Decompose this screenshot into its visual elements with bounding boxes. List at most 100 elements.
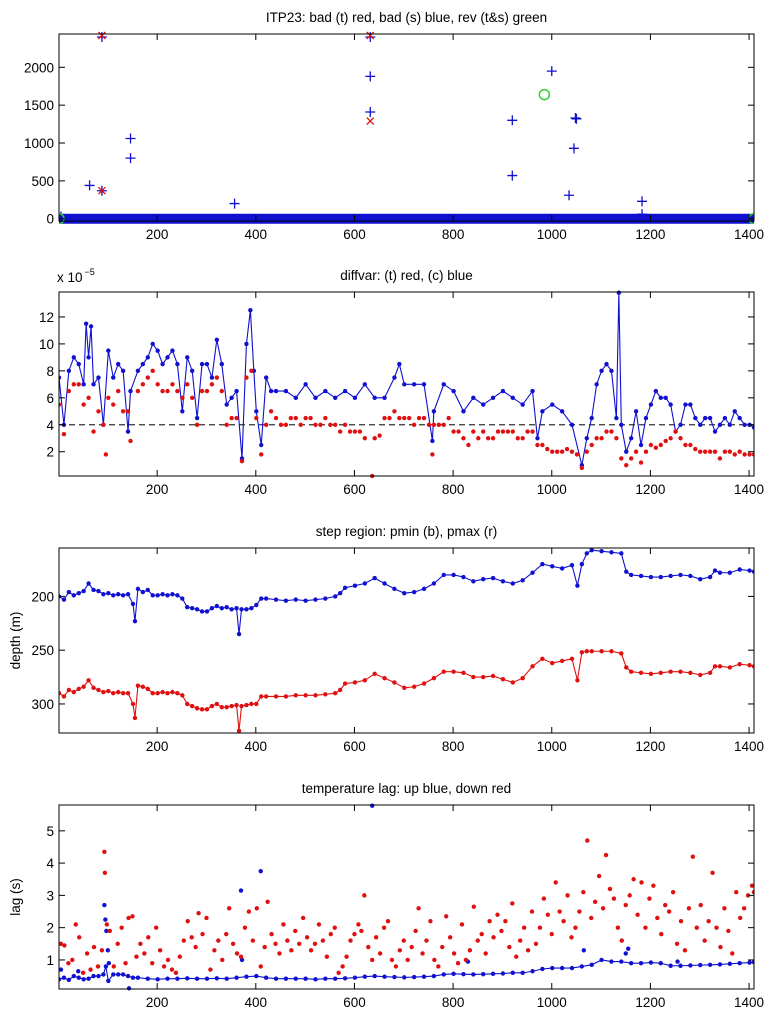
data-point-up [392, 974, 397, 980]
data-point-down [737, 915, 743, 921]
data-point-c [150, 341, 155, 347]
data-point-down [73, 922, 78, 927]
data-point-pmin [372, 575, 377, 581]
data-point-t [103, 452, 109, 457]
data-point-down [436, 964, 441, 969]
data-point-t [333, 422, 338, 427]
data-point-down [553, 880, 558, 885]
data-point-pmax [575, 678, 580, 683]
data-point-t [421, 415, 427, 421]
data-point-down [150, 960, 155, 966]
data-point-pmin [751, 569, 754, 574]
data-point-up [372, 973, 377, 979]
bad-s-marker [564, 190, 575, 201]
data-point-t [554, 449, 560, 454]
data-point-down [619, 938, 625, 943]
data-point-down [212, 948, 217, 953]
chart-title: temperature lag: up blue, down red [302, 781, 511, 796]
data-point-down [615, 925, 621, 930]
data-point-t [234, 415, 239, 421]
data-point-c [313, 395, 318, 401]
data-point-c [128, 388, 133, 394]
data-point-down [706, 919, 711, 924]
bad-s-marker [571, 113, 582, 124]
data-point-pmax [747, 663, 752, 668]
data-point-pmin [106, 590, 111, 596]
data-point-t [500, 429, 506, 434]
x-tick-label: 200 [146, 739, 169, 754]
data-point-down [377, 951, 383, 956]
data-point-down [250, 938, 256, 943]
data-point-down [356, 922, 361, 927]
data-point-pmin [259, 596, 264, 601]
data-point-down [265, 899, 270, 905]
data-point-t [347, 429, 353, 434]
data-point-pmax [352, 680, 358, 685]
data-point-down [173, 970, 179, 976]
data-point-down [424, 938, 429, 943]
data-point-down [230, 941, 236, 947]
data-point-pmax [372, 671, 377, 677]
series-line-pmin [59, 549, 754, 635]
data-point-down [444, 914, 449, 919]
data-point-c [742, 422, 747, 427]
data-point-pmin [224, 604, 229, 610]
data-point-t [648, 442, 654, 448]
data-point-down [451, 951, 457, 956]
data-point-pmin [234, 606, 239, 611]
data-point-pmax [135, 683, 141, 688]
data-point-pmin [362, 581, 368, 586]
data-point-c [293, 395, 298, 401]
data-point-down [146, 935, 151, 940]
data-point-up [698, 962, 703, 968]
data-point-up [579, 964, 585, 969]
data-point-t [165, 388, 170, 394]
data-point-c [668, 402, 673, 407]
data-point-t [189, 395, 195, 401]
data-point-up [540, 966, 545, 972]
data-point-down [238, 954, 244, 959]
data-point-pmax [550, 660, 555, 666]
data-point-c [185, 355, 190, 360]
data-point-pmax [382, 675, 387, 681]
data-point-up [727, 961, 733, 967]
data-point-c [633, 409, 639, 414]
data-point-t [540, 442, 545, 448]
data-point-c [698, 422, 703, 427]
data-point-c [471, 395, 476, 401]
data-point-down [344, 954, 349, 959]
data-point-down [596, 873, 602, 879]
data-point-c [688, 402, 693, 407]
x-tick-label: 1200 [635, 995, 665, 1010]
data-point-up [431, 973, 437, 979]
data-point-down [352, 931, 357, 937]
data-point-pmax [59, 691, 62, 696]
data-point-up [130, 975, 136, 980]
data-point-pmin [249, 606, 254, 611]
data-point-t [81, 402, 86, 407]
data-point-pmax [234, 702, 239, 708]
data-point-up_outliers [76, 969, 81, 974]
data-point-pmin [125, 592, 131, 597]
data-point-pmin [461, 574, 466, 580]
data-point-t [115, 388, 121, 394]
data-point-down [577, 909, 582, 914]
y-tick-label: 200 [31, 589, 54, 604]
data-point-up [737, 960, 742, 966]
data-point-down [359, 928, 364, 934]
data-point-up [283, 976, 289, 981]
x-tick-label: 200 [146, 227, 169, 242]
data-point-t [160, 388, 165, 394]
data-point-t [466, 442, 471, 448]
chart-title: step region: pmin (b), pmax (r) [316, 524, 498, 539]
series-line-c [59, 292, 754, 466]
y-exponent-label: x 10 −5 [57, 267, 95, 285]
data-point-down [99, 948, 105, 953]
data-point-up [688, 963, 693, 968]
data-point-pmax [589, 649, 594, 654]
data-point-t [574, 452, 580, 457]
data-point-pmax [717, 664, 723, 669]
data-point-up [204, 976, 210, 981]
data-point-t [185, 382, 190, 387]
